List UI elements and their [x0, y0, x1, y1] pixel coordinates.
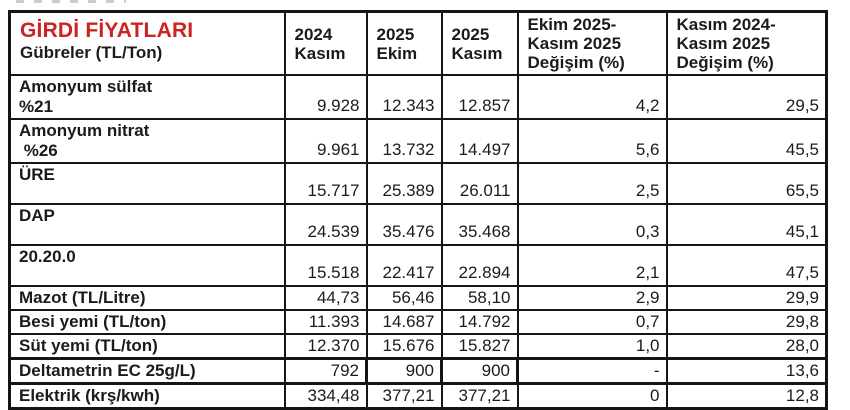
cell-deltametrin-kasim-2024: 792	[283, 357, 368, 385]
cell-sut-yemi-kasim-2024: 12.370	[283, 333, 368, 360]
cell-amonyum-nitrat-ekim-2025: 13.732	[365, 118, 443, 164]
cell-besi-yemi-kasim-2025: 14.792	[440, 309, 519, 335]
cell-dap-degisim-yillik: 45,1	[665, 203, 828, 246]
cell-amonyum-sulfat-degisim-aylik: 4,2	[516, 74, 668, 120]
table-row-deltametrin: Deltametrin EC 25g/L) 792 900 900-13,6	[8, 357, 828, 385]
table-row-dap: DAP 24.539 35.476 35.468 0,3 45,1	[8, 203, 828, 246]
row-label-besi-yemi: Besi yemi (TL/ton)	[8, 309, 286, 335]
table-title: GİRDİ FİYATLARI	[20, 19, 194, 42]
row-label-20-20-0: 20.20.0	[8, 244, 286, 287]
header-row: GİRDİ FİYATLARI Gübreler (TL/Ton) 2024 K…	[8, 10, 828, 76]
row-label-mazot: Mazot (TL/Litre)	[8, 285, 286, 311]
cell-deltametrin-degisim-yillik: 13,6	[665, 357, 828, 385]
cell-dap-ekim-2025: 35.476	[365, 203, 443, 246]
cell-amonyum-sulfat-kasim-2025: 12.857	[440, 74, 519, 120]
input-prices-table: GİRDİ FİYATLARI Gübreler (TL/Ton) 2024 K…	[8, 10, 828, 410]
cell-amonyum-sulfat-degisim-yillik: 29,5	[665, 74, 828, 120]
column-header-degisim-aylik: Ekim 2025- Kasım 2025 Değişim (%)	[516, 10, 668, 76]
cell-ure-ekim-2025: 25.389	[365, 162, 443, 205]
cell-ure-kasim-2024: 15.717	[283, 162, 368, 205]
title-cell: GİRDİ FİYATLARI Gübreler (TL/Ton)	[8, 10, 286, 76]
cell-elektrik-degisim-yillik: 12,8	[665, 382, 828, 410]
table-row-amonyum-sulfat: Amonyum sülfat %21 9.928 12.343 12.857 4,2 29…	[8, 74, 828, 120]
table-row-ure: ÜRE 15.717 25.389 26.011 2,5 65,5	[8, 162, 828, 205]
cell-dap-kasim-2024: 24.539	[283, 203, 368, 246]
cell-amonyum-sulfat-kasim-2024: 9.928	[283, 74, 368, 120]
cell-deltametrin-kasim-2025: 900	[440, 357, 519, 385]
row-label-amonyum-nitrat: Amonyum nitrat %26	[8, 118, 286, 164]
row-label-elektrik: Elektrik (krş/kwh)	[8, 382, 286, 410]
table-row-amonyum-nitrat: Amonyum nitrat %26 9.961 13.732 14.497 5,6 45…	[8, 118, 828, 164]
cell-elektrik-kasim-2025: 377,21	[440, 382, 519, 410]
cell-sut-yemi-kasim-2025: 15.827	[440, 333, 519, 360]
cell-amonyum-sulfat-ekim-2025: 12.343	[365, 74, 443, 120]
cell-ure-kasim-2025: 26.011	[440, 162, 519, 205]
cell-20-20-0-kasim-2024: 15.518	[283, 244, 368, 287]
row-label-ure: ÜRE	[8, 162, 286, 205]
cell-mazot-kasim-2025: 58,10	[440, 285, 519, 311]
table-row-sut-yemi: Süt yemi (TL/ton) 12.370 15.676 15.827 1,0 28…	[8, 333, 828, 360]
cell-20-20-0-degisim-yillik: 47,5	[665, 244, 828, 287]
table-row-20-20-0: 20.20.0 15.518 22.417 22.894 2,1 47,5	[8, 244, 828, 287]
column-header-degisim-yillik: Kasım 2024- Kasım 2025 Değişim (%)	[665, 10, 828, 76]
cell-dap-degisim-aylik: 0,3	[516, 203, 668, 246]
cell-dap-kasim-2025: 35.468	[440, 203, 519, 246]
cell-mazot-degisim-yillik: 29,9	[665, 285, 828, 311]
column-header-ekim-2025: 2025 Ekim	[365, 10, 443, 76]
cell-mazot-degisim-aylik: 2,9	[516, 285, 668, 311]
row-label-amonyum-sulfat: Amonyum sülfat %21	[8, 74, 286, 120]
table-row-elektrik: Elektrik (krş/kwh) 334,48 377,21 377,21 0 12,…	[8, 382, 828, 410]
column-header-kasim-2025: 2025 Kasım	[440, 10, 519, 76]
row-label-deltametrin: Deltametrin EC 25g/L)	[8, 357, 286, 385]
cell-20-20-0-kasim-2025: 22.894	[440, 244, 519, 287]
cell-sut-yemi-degisim-aylik: 1,0	[516, 333, 668, 360]
row-label-dap: DAP	[8, 203, 286, 246]
cell-20-20-0-degisim-aylik: 2,1	[516, 244, 668, 287]
cell-amonyum-nitrat-degisim-yillik: 45,5	[665, 118, 828, 164]
cell-mazot-kasim-2024: 44,73	[283, 285, 368, 311]
cell-amonyum-nitrat-kasim-2025: 14.497	[440, 118, 519, 164]
cell-besi-yemi-degisim-aylik: 0,7	[516, 309, 668, 335]
cell-sut-yemi-ekim-2025: 15.676	[365, 333, 443, 360]
cell-elektrik-kasim-2024: 334,48	[283, 382, 368, 410]
cell-mazot-ekim-2025: 56,46	[365, 285, 443, 311]
page: GİRDİ FİYATLARI Gübreler (TL/Ton) 2024 K…	[8, 0, 828, 410]
cell-elektrik-ekim-2025: 377,21	[365, 382, 443, 410]
cell-sut-yemi-degisim-yillik: 28,0	[665, 333, 828, 360]
cell-ure-degisim-aylik: 2,5	[516, 162, 668, 205]
table-row-mazot: Mazot (TL/Litre) 44,73 56,46 58,10 2,9 29,9	[8, 285, 828, 311]
cell-20-20-0-ekim-2025: 22.417	[365, 244, 443, 287]
row-label-sut-yemi: Süt yemi (TL/ton)	[8, 333, 286, 360]
table-row-besi-yemi: Besi yemi (TL/ton) 11.393 14.687 14.792 0,7 2…	[8, 309, 828, 335]
cell-besi-yemi-ekim-2025: 14.687	[365, 309, 443, 335]
cell-deltametrin-ekim-2025: 900	[365, 357, 443, 385]
cell-amonyum-nitrat-degisim-aylik: 5,6	[516, 118, 668, 164]
cell-ure-degisim-yillik: 65,5	[665, 162, 828, 205]
table-subtitle: Gübreler (TL/Ton)	[20, 43, 163, 62]
cropped-text-artifact	[16, 0, 126, 3]
cell-besi-yemi-kasim-2024: 11.393	[283, 309, 368, 335]
column-header-kasim-2024: 2024 Kasım	[283, 10, 368, 76]
cell-besi-yemi-degisim-yillik: 29,8	[665, 309, 828, 335]
cell-elektrik-degisim-aylik: 0	[516, 382, 668, 410]
cell-amonyum-nitrat-kasim-2024: 9.961	[283, 118, 368, 164]
cell-deltametrin-degisim-aylik: -	[516, 357, 668, 385]
